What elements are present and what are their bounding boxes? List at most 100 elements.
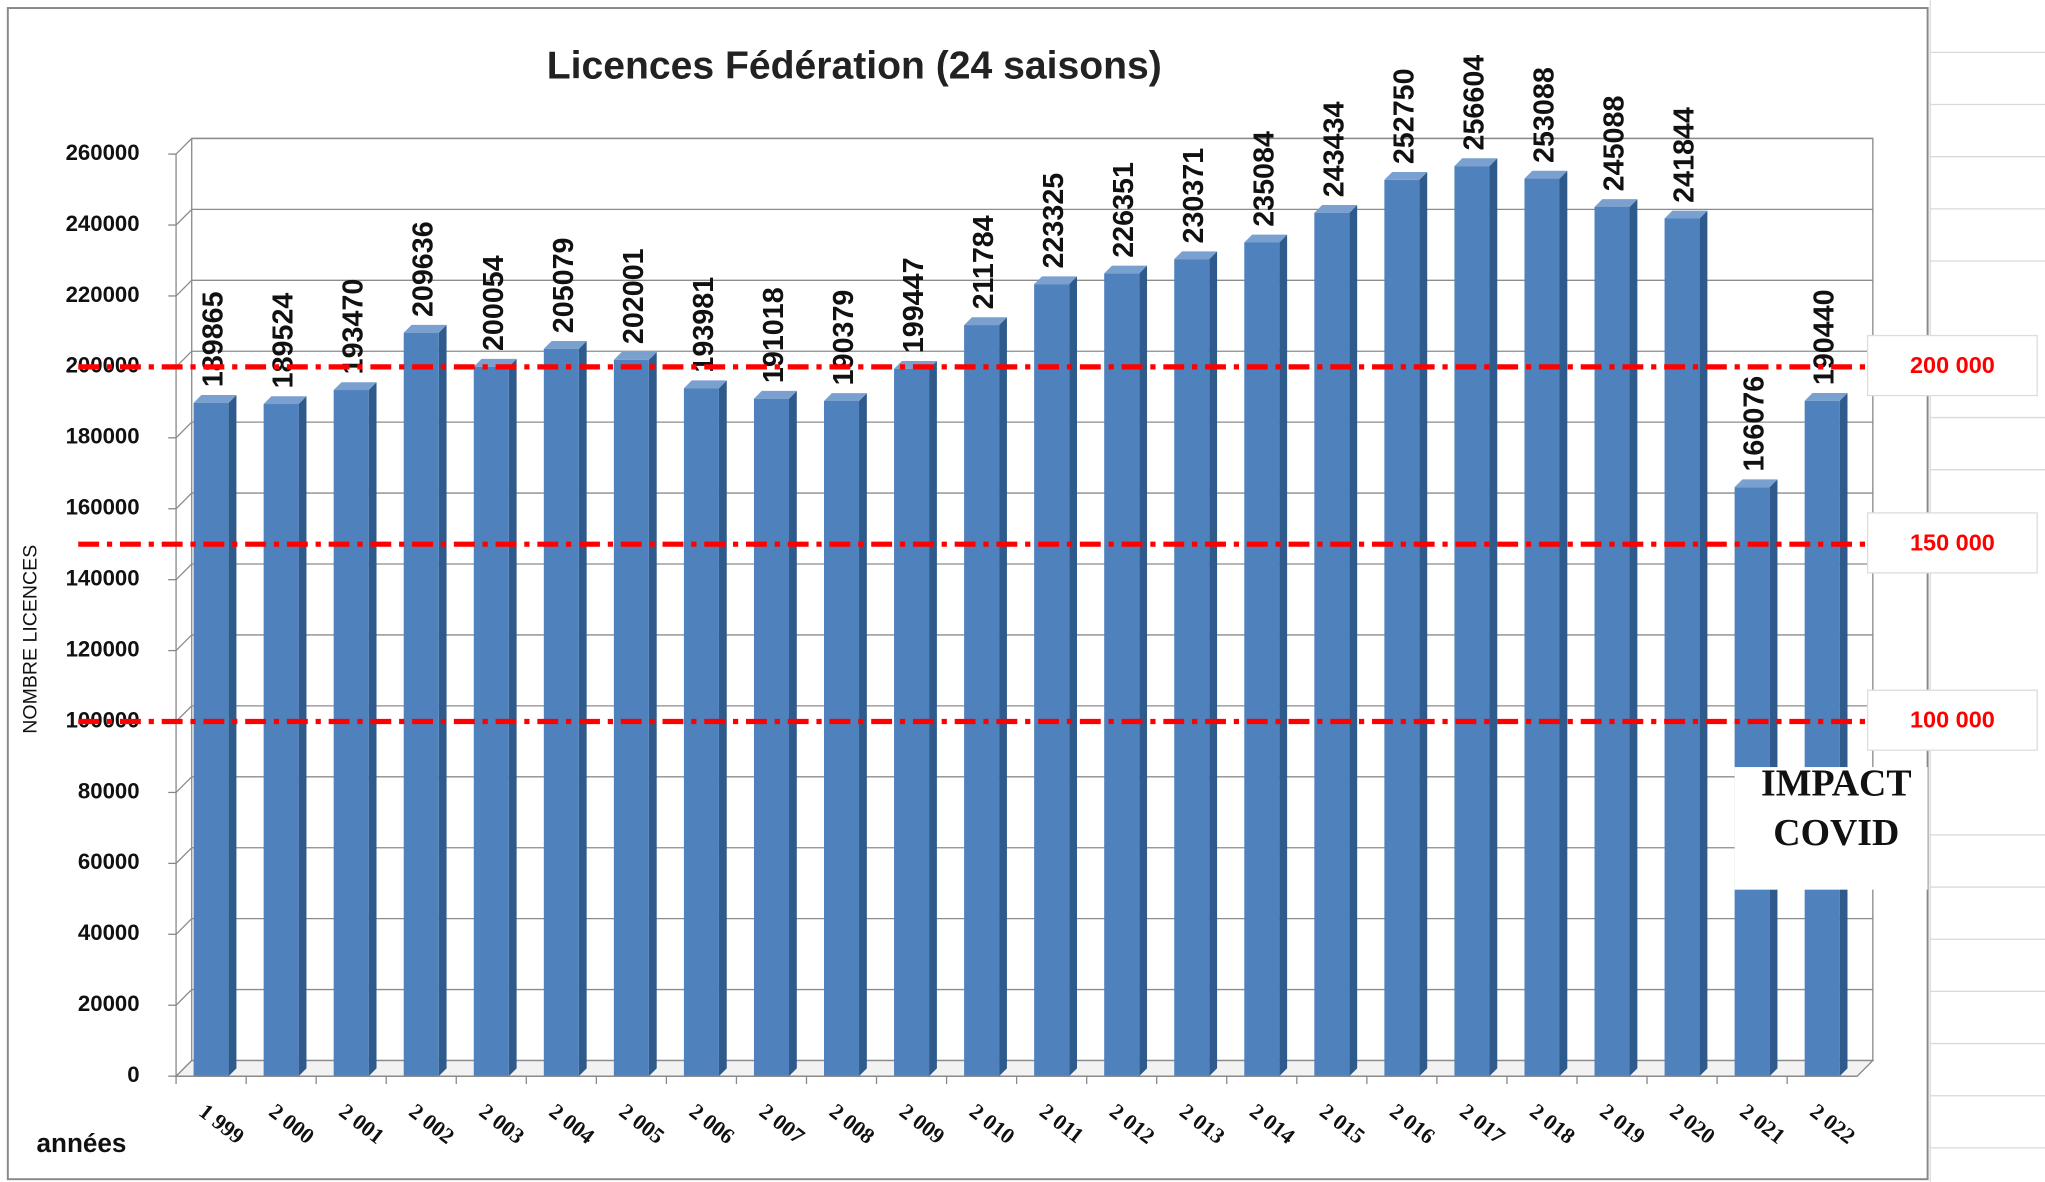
bar-side	[1559, 170, 1568, 1077]
y-tick-label: 120000	[66, 636, 140, 661]
y-tick-label: 240000	[66, 211, 140, 236]
bar-side	[438, 324, 447, 1077]
y-tick-label: 160000	[66, 495, 140, 520]
y-tick-label: 40000	[78, 920, 140, 945]
data-label: 235084	[1248, 131, 1280, 227]
bar-side	[1209, 251, 1218, 1077]
grid-line	[175, 918, 1873, 935]
bar	[1174, 259, 1210, 1077]
data-label: 200054	[478, 255, 510, 351]
bar-top	[824, 393, 867, 401]
data-label: 193981	[688, 277, 720, 373]
grid-line	[175, 1059, 1873, 1077]
bar-side	[788, 390, 797, 1077]
bar	[753, 398, 789, 1077]
grid-line	[175, 279, 1873, 297]
bar-top	[964, 317, 1007, 326]
bar	[1244, 242, 1280, 1077]
bar-side	[1279, 234, 1288, 1077]
bar	[1104, 273, 1140, 1077]
grid-line	[175, 988, 1873, 1006]
bar	[613, 359, 649, 1077]
bar-side	[859, 393, 867, 1077]
data-label: 190440	[1809, 289, 1841, 385]
grid-line	[175, 776, 1873, 793]
y-tick-label: 180000	[66, 424, 140, 449]
data-label: 211784	[968, 215, 1000, 309]
bar	[1594, 206, 1630, 1077]
bar-side	[1489, 158, 1498, 1077]
data-label: 223325	[1038, 173, 1070, 269]
bar-top	[1244, 234, 1288, 243]
bar-top	[1594, 199, 1638, 207]
bar	[1524, 178, 1560, 1077]
reference-label: 150 000	[1910, 529, 1995, 555]
bar-top	[543, 341, 587, 349]
bar-top	[403, 324, 447, 333]
bar-side	[298, 396, 307, 1077]
bar-top	[1524, 170, 1568, 179]
bar-top	[1454, 158, 1498, 167]
bar	[193, 402, 229, 1077]
data-label: 190379	[828, 290, 860, 386]
y-axis-label: NOMBRE LICENCES	[19, 545, 41, 734]
x-axis-label: années	[37, 1128, 127, 1158]
annotation: COVID	[1773, 812, 1899, 854]
grid-line	[175, 208, 1873, 226]
bar-top	[1664, 210, 1708, 219]
y-tick-label: 260000	[66, 140, 140, 165]
bar-top	[1804, 392, 1848, 401]
grid-line	[175, 705, 1873, 722]
data-label: 241844	[1669, 107, 1701, 203]
bar-top	[193, 394, 237, 403]
data-label: 252750	[1388, 68, 1420, 164]
grid-line	[175, 847, 1873, 864]
y-tick-label: 80000	[78, 778, 140, 803]
bar-top	[1104, 265, 1148, 274]
bar-top	[1314, 205, 1358, 213]
bar-top	[753, 390, 797, 399]
bar-side	[368, 382, 377, 1077]
annotation-box	[1734, 767, 1928, 890]
bar-top	[1034, 276, 1077, 285]
bar-side	[228, 394, 237, 1077]
bar-side	[1839, 392, 1848, 1077]
y-tick-label: 0	[127, 1062, 139, 1087]
reference-label-box	[1866, 334, 2038, 397]
bar-top	[683, 380, 727, 389]
bar-side	[648, 351, 657, 1077]
data-label: 166076	[1739, 376, 1771, 472]
bar-side	[999, 317, 1007, 1077]
bar-side	[508, 358, 517, 1077]
data-label: 202001	[618, 248, 650, 344]
bar-side	[1419, 171, 1428, 1077]
grid-line	[175, 634, 1873, 652]
bar	[1034, 284, 1070, 1077]
bar	[824, 400, 860, 1077]
data-label: 243434	[1318, 101, 1350, 197]
data-label: 205079	[548, 237, 580, 333]
data-label: 253088	[1528, 67, 1560, 163]
data-label: 256604	[1458, 55, 1490, 151]
data-label: 230371	[1178, 148, 1210, 244]
chart-title: Licences Fédération (24 saisons)	[547, 44, 1162, 87]
bar	[543, 348, 579, 1077]
y-tick-label: 60000	[78, 849, 140, 874]
y-tick-label: 20000	[78, 991, 140, 1016]
reference-label: 200 000	[1910, 352, 1995, 378]
y-tick-label: 220000	[66, 282, 140, 307]
bar-side	[1139, 265, 1148, 1077]
bar-top	[1174, 251, 1218, 260]
bar-top	[1384, 171, 1428, 180]
reference-label-box	[1866, 689, 2038, 751]
bar-top	[613, 351, 657, 360]
grid-line	[175, 350, 1873, 368]
bar-top	[333, 382, 377, 391]
annotation: IMPACT	[1761, 762, 1912, 804]
grid-line	[175, 137, 1873, 155]
bar-side	[718, 380, 727, 1077]
bar-side	[1699, 210, 1708, 1077]
bar	[333, 390, 369, 1077]
